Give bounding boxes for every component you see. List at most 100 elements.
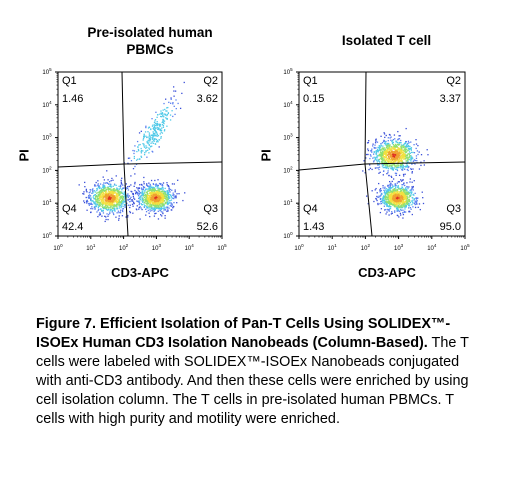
event-dot	[116, 205, 118, 207]
event-dot	[106, 187, 108, 189]
event-dot	[152, 189, 154, 192]
event-dot	[162, 204, 164, 206]
event-dot	[172, 194, 174, 196]
event-dot	[404, 206, 406, 208]
event-dot	[91, 203, 93, 206]
event-dot	[102, 187, 104, 189]
event-dot	[138, 208, 140, 210]
event-dot	[118, 203, 121, 205]
event-dot	[149, 202, 152, 205]
event-dot	[387, 190, 390, 192]
event-dot	[151, 193, 154, 195]
event-dot	[410, 147, 413, 149]
event-dot	[405, 199, 407, 202]
event-dot	[130, 200, 132, 202]
event-dot	[155, 183, 157, 185]
event-dot	[111, 211, 113, 213]
event-dot	[141, 191, 143, 193]
event-dot	[402, 203, 405, 206]
event-dot	[161, 183, 164, 186]
event-dot	[113, 184, 116, 186]
event-dot	[393, 161, 396, 163]
event-dot	[107, 187, 110, 190]
event-dot	[104, 196, 106, 198]
event-dot	[88, 204, 90, 206]
event-dot	[390, 164, 393, 166]
event-dot	[383, 195, 386, 198]
event-dot	[382, 161, 384, 164]
event-dot	[406, 202, 408, 204]
event-dot	[161, 205, 163, 207]
event-dot	[406, 190, 408, 192]
event-dot	[399, 188, 401, 190]
event-dot	[395, 144, 398, 147]
event-dot	[391, 152, 393, 154]
event-dot	[409, 157, 412, 159]
quadrant-percent: 3.37	[440, 93, 461, 105]
event-dot	[385, 164, 387, 166]
event-dot	[384, 161, 386, 164]
event-dot	[141, 197, 143, 200]
event-dot	[398, 157, 401, 159]
event-dot	[85, 188, 88, 191]
event-dot	[162, 194, 164, 196]
event-dot	[396, 210, 398, 212]
event-dot	[396, 199, 398, 201]
event-dot	[94, 201, 96, 203]
event-dot	[133, 202, 135, 205]
event-dot	[408, 153, 411, 156]
event-dot	[402, 167, 404, 169]
event-dot	[415, 147, 417, 150]
event-dot	[157, 195, 159, 197]
event-dot	[115, 200, 117, 202]
event-dot	[117, 190, 120, 192]
event-dot	[387, 158, 390, 160]
event-dot	[168, 193, 171, 196]
event-dot	[395, 199, 397, 202]
event-dot	[382, 166, 384, 169]
event-dot	[112, 196, 114, 199]
event-dot	[404, 192, 406, 195]
event-dot	[389, 152, 391, 154]
event-dot	[144, 152, 146, 154]
event-dot	[401, 206, 403, 208]
event-dot	[391, 140, 394, 142]
event-dot	[145, 135, 147, 137]
event-dot	[111, 192, 113, 194]
event-dot	[402, 149, 405, 151]
event-dot	[392, 160, 395, 162]
event-dot	[385, 196, 388, 198]
event-dot	[382, 197, 384, 199]
event-dot	[390, 148, 392, 150]
event-dot	[407, 140, 410, 142]
event-dot	[420, 164, 422, 167]
event-dot	[410, 148, 412, 150]
event-dot	[400, 214, 402, 216]
event-dot	[89, 188, 91, 191]
event-dot	[397, 138, 400, 140]
event-dot	[381, 161, 383, 163]
event-dot	[106, 193, 108, 196]
x-tick-label: 104	[427, 243, 437, 252]
event-dot	[394, 183, 396, 185]
event-dot	[398, 174, 401, 177]
event-dot	[387, 142, 390, 145]
event-dot	[168, 190, 170, 192]
event-dot	[156, 191, 158, 193]
event-dot	[133, 197, 135, 199]
event-dot	[162, 195, 164, 197]
event-dot	[411, 200, 413, 202]
event-dot	[172, 205, 175, 208]
event-dot	[163, 102, 165, 105]
event-dot	[382, 170, 385, 172]
event-dot	[158, 139, 161, 141]
event-dot	[152, 197, 154, 199]
event-dot	[162, 200, 164, 202]
event-dot	[375, 147, 377, 149]
event-dot	[394, 165, 396, 167]
event-dot	[385, 202, 388, 205]
event-dot	[386, 150, 388, 153]
event-dot	[166, 114, 168, 117]
x-tick-exponent: 2	[367, 243, 370, 248]
event-dot	[129, 198, 131, 200]
